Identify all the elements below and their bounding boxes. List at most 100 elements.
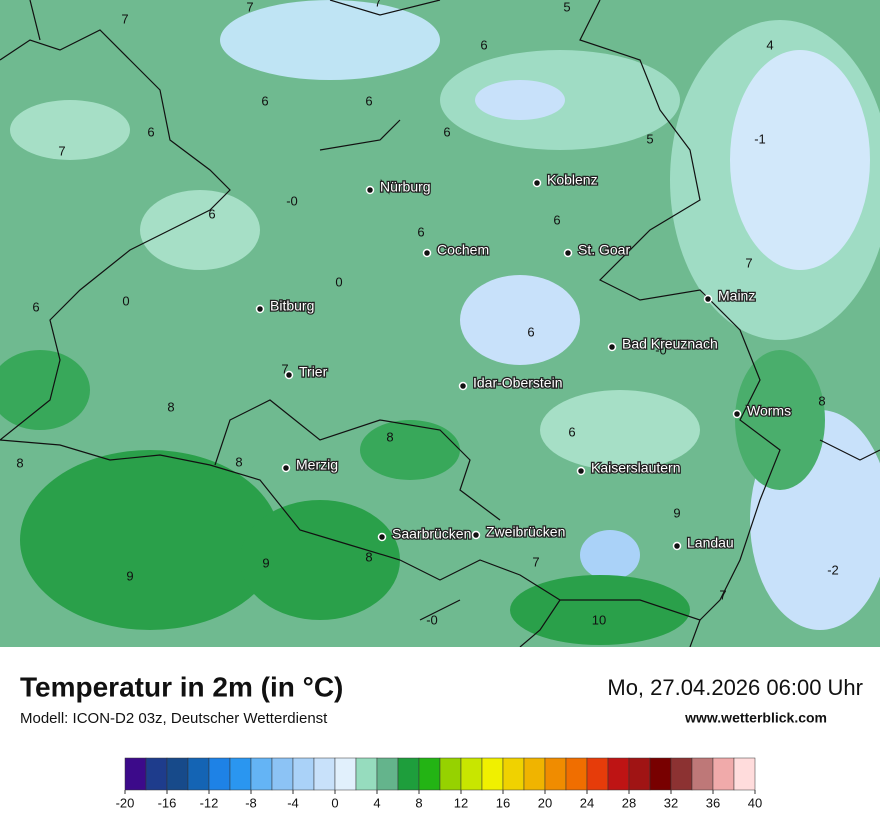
temperature-label: 7 xyxy=(246,0,253,14)
colorbar-tick-label: 0 xyxy=(331,795,338,810)
colorbar-bin xyxy=(502,757,525,791)
temperature-label: -0 xyxy=(286,193,298,208)
colorbar-bin xyxy=(733,757,756,791)
colorbar-bin xyxy=(187,757,210,791)
footer: Temperatur in 2m (in °C) Modell: ICON-D2… xyxy=(20,671,863,810)
colorbar-bin xyxy=(334,757,357,791)
city-label: St. Goar xyxy=(578,242,630,258)
city-label: Worms xyxy=(747,403,791,419)
city-dot xyxy=(532,178,542,188)
temperature-label: 6 xyxy=(553,212,560,227)
colorbar-tick-label: -16 xyxy=(158,795,177,810)
temperature-label: 8 xyxy=(818,393,825,408)
temperature-label: 0 xyxy=(335,274,342,289)
temperature-label: 5 xyxy=(563,0,570,14)
city-dot xyxy=(576,466,586,476)
map: 7 7 7 5 6 4 6 6 6 7 6 5 -1 -0 6 6 6 0 7 0 6 6 -0 7 8 8 8 6 8 8 9 8 7 9 9 -2… xyxy=(0,0,880,647)
temperature-label: 8 xyxy=(235,454,242,469)
city-label: Bitburg xyxy=(270,298,314,314)
colorbar-tick-label: 24 xyxy=(580,795,594,810)
temperature-label: 7 xyxy=(532,554,539,569)
terrain xyxy=(0,0,880,645)
colorbar-bin xyxy=(418,757,441,791)
city-dot xyxy=(471,530,481,540)
colorbar-tick-label: 20 xyxy=(538,795,552,810)
temperature-label: -0 xyxy=(655,342,667,357)
colorbar-tick-label: 36 xyxy=(706,795,720,810)
temperature-label: 6 xyxy=(365,93,372,108)
subtitle: Modell: ICON-D2 03z, Deutscher Wetterdie… xyxy=(20,710,328,727)
colorbar-bin xyxy=(271,757,294,791)
city-dot xyxy=(281,463,291,473)
colorbar-bin xyxy=(544,757,567,791)
colorbar-tick-label: -8 xyxy=(245,795,257,810)
temperature-label: 0 xyxy=(122,293,129,308)
temperature-label: 6 xyxy=(443,124,450,139)
temperature-label: -2 xyxy=(827,562,839,577)
city-label: Merzig xyxy=(296,457,338,473)
temperature-label: 6 xyxy=(147,124,154,139)
colorbar-bin xyxy=(586,757,609,791)
colorbar-bin xyxy=(397,757,420,791)
city-dot xyxy=(563,248,573,258)
website: www.wetterblick.com xyxy=(684,710,827,726)
temperature-label: 6 xyxy=(480,37,487,52)
colorbar-bin xyxy=(691,757,714,791)
datetime: Mo, 27.04.2026 06:00 Uhr xyxy=(607,675,863,700)
colorbar-tick-label: 12 xyxy=(454,795,468,810)
colorbar-bin xyxy=(208,757,231,791)
temperature-label: 6 xyxy=(32,299,39,314)
colorbar-tick-label: 4 xyxy=(373,795,380,810)
city-label: Bad Kreuznach xyxy=(622,336,718,352)
city-dot xyxy=(732,409,742,419)
colorbar-bin xyxy=(523,757,546,791)
temperature-label: 7 xyxy=(745,255,752,270)
temperature-label: 4 xyxy=(766,37,773,52)
temperature-label: 10 xyxy=(592,612,606,627)
city-dot xyxy=(672,541,682,551)
temperature-label: 7 xyxy=(281,361,288,376)
temperature-label: 8 xyxy=(365,549,372,564)
colorbar-bin xyxy=(250,757,273,791)
colorbar-bin xyxy=(292,757,315,791)
colorbar-bin xyxy=(628,757,651,791)
temperature-label: -1 xyxy=(754,131,766,146)
colorbar-bin xyxy=(376,757,399,791)
city-label: Mainz xyxy=(718,288,755,304)
temperature-label: 8 xyxy=(386,429,393,444)
colorbar-bin xyxy=(439,757,462,791)
colorbar-bin xyxy=(670,757,693,791)
colorbar-bin xyxy=(355,757,378,791)
city-dot xyxy=(458,381,468,391)
colorbar-bin xyxy=(607,757,630,791)
temperature-label: 7 xyxy=(374,0,381,9)
city-label: Landau xyxy=(687,535,734,551)
colorbar-bin xyxy=(124,757,147,791)
temperature-label: 7 xyxy=(121,11,128,26)
colorbar-bin xyxy=(481,757,504,791)
temperature-label: 6 xyxy=(527,324,534,339)
colorbar-tick-label: -20 xyxy=(116,795,135,810)
temperature-label: 6 xyxy=(261,93,268,108)
temperature-label: 6 xyxy=(568,424,575,439)
colorbar-bin xyxy=(565,757,588,791)
city-dot xyxy=(607,342,617,352)
colorbar-tick-label: -12 xyxy=(200,795,219,810)
temperature-label: 8 xyxy=(16,455,23,470)
city-label: Koblenz xyxy=(547,172,598,188)
temperature-label: 6 xyxy=(417,224,424,239)
colorbar-bin xyxy=(145,757,168,791)
colorbar-tick-label: 16 xyxy=(496,795,510,810)
city-label: Zweibrücken xyxy=(486,524,565,540)
temperature-label: 7 xyxy=(719,587,726,602)
colorbar-tick-label: 40 xyxy=(748,795,762,810)
city-label: Trier xyxy=(299,364,328,380)
city-label: Kaiserslautern xyxy=(591,460,681,476)
temperature-label: 8 xyxy=(167,399,174,414)
temperature-label: 9 xyxy=(126,568,133,583)
colorbar-bin xyxy=(649,757,672,791)
temperature-label: 9 xyxy=(262,555,269,570)
city-dot xyxy=(703,294,713,304)
borders xyxy=(0,0,880,647)
